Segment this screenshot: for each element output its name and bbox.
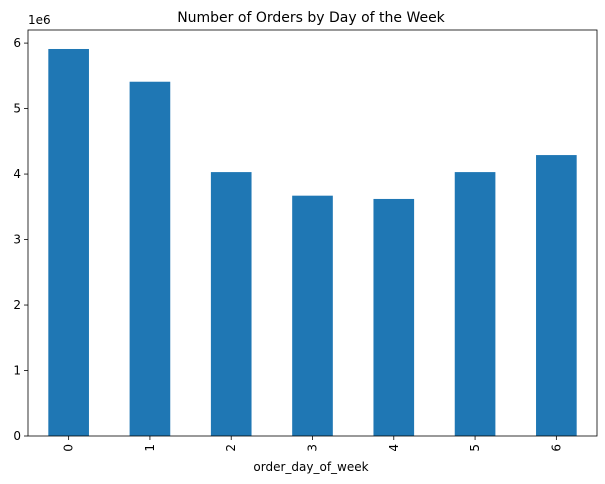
plot-frame	[27, 29, 598, 437]
chart-title: Number of Orders by Day of the Week	[177, 10, 445, 26]
bar-day-1	[129, 81, 171, 436]
y-tick-label: 1	[13, 364, 21, 378]
y-tick-label: 0	[13, 429, 21, 443]
y-axis-multiplier: 1e6	[28, 13, 51, 27]
y-tick-label: 4	[13, 167, 21, 181]
x-axis-label: order_day_of_week	[253, 460, 368, 474]
bar-day-3	[292, 195, 333, 436]
y-tick-label: 5	[13, 102, 21, 116]
x-tick-label: 5	[468, 444, 482, 452]
bars-group	[48, 48, 577, 436]
y-tick-label: 6	[13, 36, 21, 50]
y-tick-label: 3	[13, 233, 21, 247]
x-tick-label: 3	[306, 444, 320, 452]
x-tick-label: 4	[387, 444, 401, 452]
bar-day-0	[48, 48, 89, 436]
bar-day-2	[210, 172, 252, 436]
x-tick-label: 0	[62, 444, 76, 452]
x-tick-label: 6	[549, 444, 563, 452]
y-tick-label: 2	[13, 298, 21, 312]
bar-day-4	[373, 198, 415, 436]
bar-day-6	[536, 155, 577, 436]
y-axis-ticks: 0 1 2 3 4 5 6	[13, 36, 28, 443]
bar-day-5	[454, 172, 496, 436]
x-tick-label: 2	[224, 444, 238, 452]
x-axis-ticks: 0 1 2 3 4 5 6	[62, 436, 563, 452]
x-tick-label: 1	[143, 444, 157, 452]
